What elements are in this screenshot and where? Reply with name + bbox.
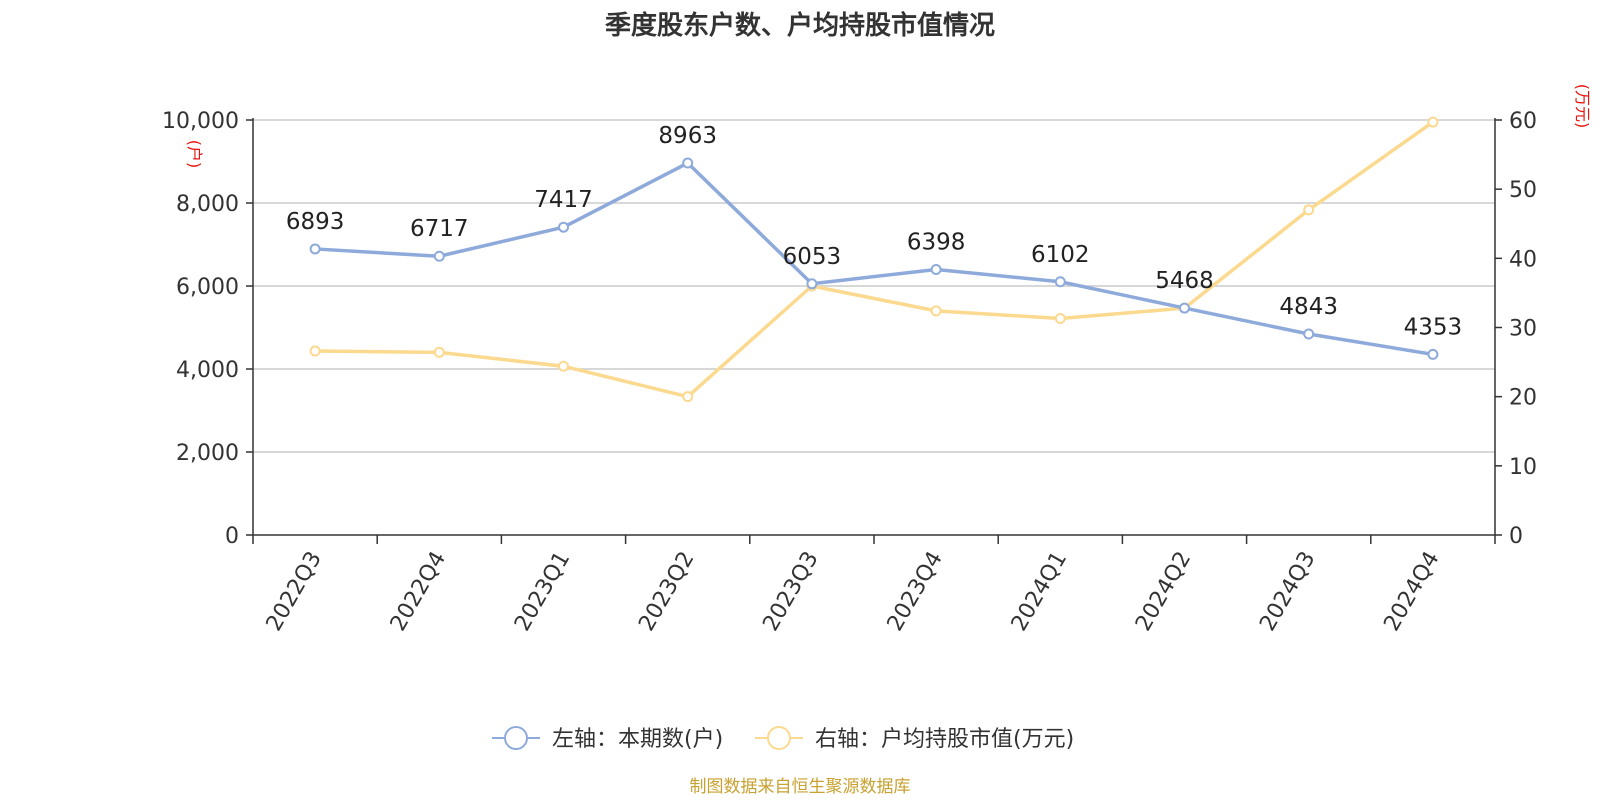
left-series-point[interactable] [433, 250, 445, 262]
left-series-point[interactable] [1054, 276, 1066, 288]
legend-marker-left-series [504, 726, 528, 750]
right-axis-tick-label: 30 [1509, 317, 1537, 342]
right-series-point[interactable] [1427, 116, 1439, 128]
x-axis-tick-label: 2024Q1 [1007, 547, 1072, 635]
left-axis-tick-label: 10,000 [162, 109, 239, 134]
left-axis-tick-label: 0 [225, 524, 239, 549]
left-series-data-label: 5468 [1155, 268, 1214, 294]
legend-label-left-series: 左轴：本期数(户) [552, 727, 723, 752]
left-series-data-label: 7417 [534, 187, 593, 213]
right-series-point[interactable] [1054, 313, 1066, 325]
left-series-data-label: 6398 [907, 229, 966, 255]
right-series-point[interactable] [433, 346, 445, 358]
left-series-point[interactable] [806, 278, 818, 290]
legend-marker-right-series [767, 726, 791, 750]
x-axis-tick-label: 2023Q1 [510, 547, 575, 635]
legend-item-left-series[interactable]: 左轴：本期数(户) [492, 726, 723, 752]
legend-label-right-series: 右轴：户均持股市值(万元) [815, 727, 1074, 752]
left-series-data-label: 4353 [1404, 314, 1463, 340]
right-axis-tick-label: 20 [1509, 386, 1537, 411]
left-axis-tick-label: 6,000 [176, 275, 239, 300]
right-series-point[interactable] [1303, 204, 1315, 216]
left-series-point[interactable] [1303, 328, 1315, 340]
right-series-point[interactable] [930, 305, 942, 317]
right-series-point[interactable] [309, 345, 321, 357]
right-series-line [315, 120, 1434, 399]
grid-lines [253, 119, 1495, 453]
left-series-point[interactable] [682, 157, 694, 169]
right-axis-tick-label: 50 [1509, 178, 1537, 203]
right-axis-tick-label: 60 [1509, 109, 1537, 134]
x-axis-tick-label: 2023Q3 [758, 547, 823, 635]
source-note: 制图数据来自恒生聚源数据库 [690, 777, 911, 797]
left-series-point[interactable] [309, 243, 321, 255]
left-series-point[interactable] [1179, 302, 1190, 314]
right-axis-tick-label: 0 [1509, 524, 1523, 549]
left-axis-unit: (户) [185, 140, 204, 169]
legend-item-right-series[interactable]: 右轴：户均持股市值(万元) [755, 726, 1074, 752]
left-axis-tick-label: 8,000 [176, 192, 239, 217]
x-axis-tick-label: 2023Q2 [634, 547, 699, 635]
series-layer [309, 116, 1439, 403]
right-axis-unit: (万元) [1573, 84, 1592, 129]
right-series-point[interactable] [558, 360, 569, 372]
left-series-data-label: 8963 [658, 123, 717, 149]
left-series-line [314, 161, 1434, 357]
left-series-point[interactable] [558, 221, 569, 233]
left-series-data-label: 6893 [286, 209, 345, 235]
x-axis-tick-label: 2023Q4 [883, 547, 948, 635]
left-axis-tick-label: 2,000 [176, 441, 239, 466]
left-series-data-label: 4843 [1279, 294, 1338, 320]
legend: 左轴：本期数(户) 右轴：户均持股市值(万元) [492, 726, 1074, 752]
data-labels: 6893 6717 7417 8963 6053 6398 6102 5468 4843 4353 [286, 123, 1462, 340]
left-series-data-label: 6053 [783, 244, 842, 270]
right-axis-tick-label: 10 [1509, 455, 1537, 480]
chart-title: 季度股东户数、户均持股市值情况 [605, 10, 995, 41]
axes: 0 2,000 4,000 6,000 8,000 10,000 0 10 20 30 40 50 60… [162, 109, 1537, 635]
left-series-point[interactable] [930, 263, 942, 275]
x-axis-tick-label: 2024Q3 [1255, 547, 1320, 635]
left-axis-tick-label: 4,000 [176, 358, 239, 383]
x-axis-tick-label: 2024Q4 [1379, 547, 1444, 635]
left-series-data-label: 6717 [410, 216, 469, 242]
right-axis-tick-label: 40 [1509, 247, 1537, 272]
left-series-point[interactable] [1427, 348, 1439, 360]
left-series-data-label: 6102 [1031, 242, 1090, 268]
x-axis-tick-label: 2024Q2 [1131, 547, 1196, 635]
right-series-point[interactable] [682, 391, 694, 403]
x-axis-tick-label: 2022Q3 [262, 547, 327, 635]
x-axis-tick-label: 2022Q4 [386, 547, 451, 635]
